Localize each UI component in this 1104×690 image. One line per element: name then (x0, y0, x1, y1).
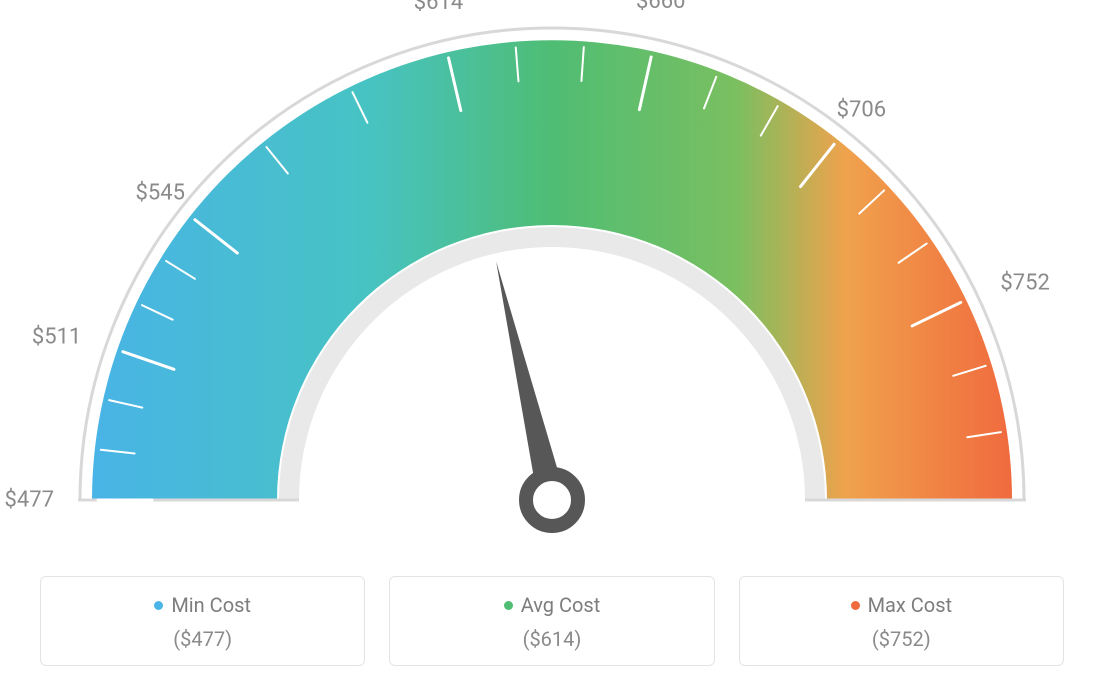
max-cost-label: Max Cost (868, 593, 953, 617)
min-cost-value: ($477) (51, 627, 354, 651)
max-cost-card: Max Cost ($752) (739, 576, 1064, 666)
avg-cost-title: Avg Cost (504, 593, 601, 617)
min-dot-icon (154, 601, 163, 610)
avg-cost-card: Avg Cost ($614) (389, 576, 714, 666)
legend-cards: Min Cost ($477) Avg Cost ($614) Max Cost… (40, 576, 1064, 666)
avg-cost-label: Avg Cost (521, 593, 601, 617)
max-cost-title: Max Cost (851, 593, 953, 617)
min-cost-card: Min Cost ($477) (40, 576, 365, 666)
gauge-chart-stage: $477$511$545$614$660$706$752 Min Cost ($… (0, 0, 1104, 690)
max-dot-icon (851, 601, 860, 610)
max-cost-value: ($752) (750, 627, 1053, 651)
avg-dot-icon (504, 601, 513, 610)
gauge-svg (0, 0, 1104, 560)
avg-cost-value: ($614) (400, 627, 703, 651)
min-cost-label: Min Cost (171, 593, 251, 617)
min-cost-title: Min Cost (154, 593, 251, 617)
